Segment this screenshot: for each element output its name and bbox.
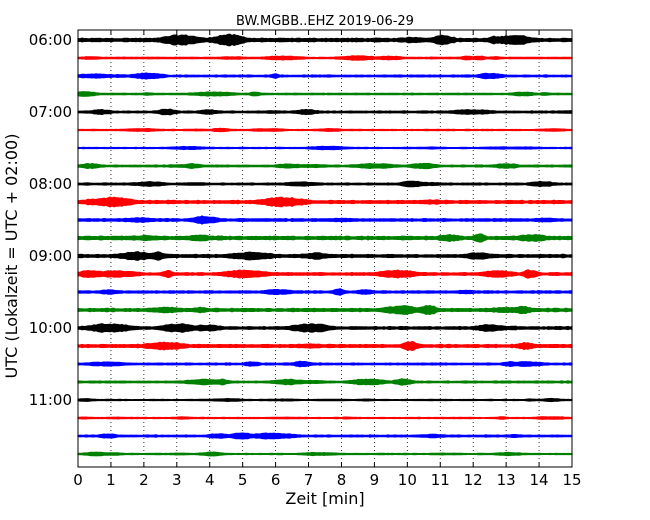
chart-title: BW.MGBB..EHZ 2019-06-29: [236, 14, 414, 29]
y-tick-label: 10:00: [29, 319, 72, 337]
x-tick-label: 0: [73, 471, 83, 489]
x-tick-label: 4: [205, 471, 215, 489]
trace-row: [77, 233, 573, 243]
x-tick-label: 15: [562, 471, 581, 489]
x-tick-label: 6: [271, 471, 281, 489]
trace-row: [77, 288, 573, 296]
trace-row: [77, 360, 573, 368]
trace-row: [77, 196, 573, 208]
x-axis-ticks: 0 1 2 3 4 5 6 7 8 9 10 11 12 13 14 15: [73, 30, 582, 489]
trace-row: [77, 215, 573, 225]
trace-row: [77, 108, 573, 116]
x-tick-label: 1: [106, 471, 116, 489]
trace-row: [77, 451, 573, 457]
trace-row: [77, 378, 573, 386]
x-tick-label: 8: [337, 471, 347, 489]
y-axis-label: UTC (Lokalzeit = UTC + 02:00): [2, 134, 21, 379]
x-tick-label: 3: [172, 471, 182, 489]
trace-row: [77, 72, 573, 80]
trace-row: [77, 145, 573, 151]
grid-lines: [110, 30, 540, 467]
trace-row: [77, 323, 573, 333]
trace-row: [77, 91, 573, 97]
x-tick-label: 2: [139, 471, 149, 489]
y-tick-label: 11:00: [29, 391, 72, 409]
trace-row: [77, 251, 573, 261]
x-tick-label: 14: [530, 471, 549, 489]
x-tick-label: 11: [431, 471, 450, 489]
trace-row: [77, 416, 573, 420]
x-tick-label: 7: [304, 471, 314, 489]
trace-row: [77, 304, 573, 316]
trace-row: [77, 162, 573, 170]
x-tick-label: 10: [398, 471, 417, 489]
trace-row: [77, 55, 573, 61]
x-axis-label: Zeit [min]: [285, 489, 364, 508]
plot-frame: [77, 29, 573, 468]
y-tick-label: 07:00: [29, 103, 72, 121]
trace-row: [77, 33, 573, 47]
trace-row: [77, 180, 573, 188]
trace-row: [77, 432, 573, 440]
x-tick-label: 9: [370, 471, 380, 489]
trace-row: [77, 269, 573, 279]
trace-row: [77, 397, 573, 403]
x-tick-label: 13: [497, 471, 516, 489]
y-axis-ticks: 06:00 07:00 08:00 09:00 10:00 11:00: [29, 31, 572, 409]
trace-row: [77, 340, 573, 352]
x-tick-label: 5: [238, 471, 248, 489]
y-tick-label: 09:00: [29, 247, 72, 265]
trace-rows: [77, 33, 573, 457]
y-tick-label: 08:00: [29, 175, 72, 193]
trace-row: [77, 127, 573, 133]
x-tick-label: 12: [464, 471, 483, 489]
y-tick-label: 06:00: [29, 31, 72, 49]
